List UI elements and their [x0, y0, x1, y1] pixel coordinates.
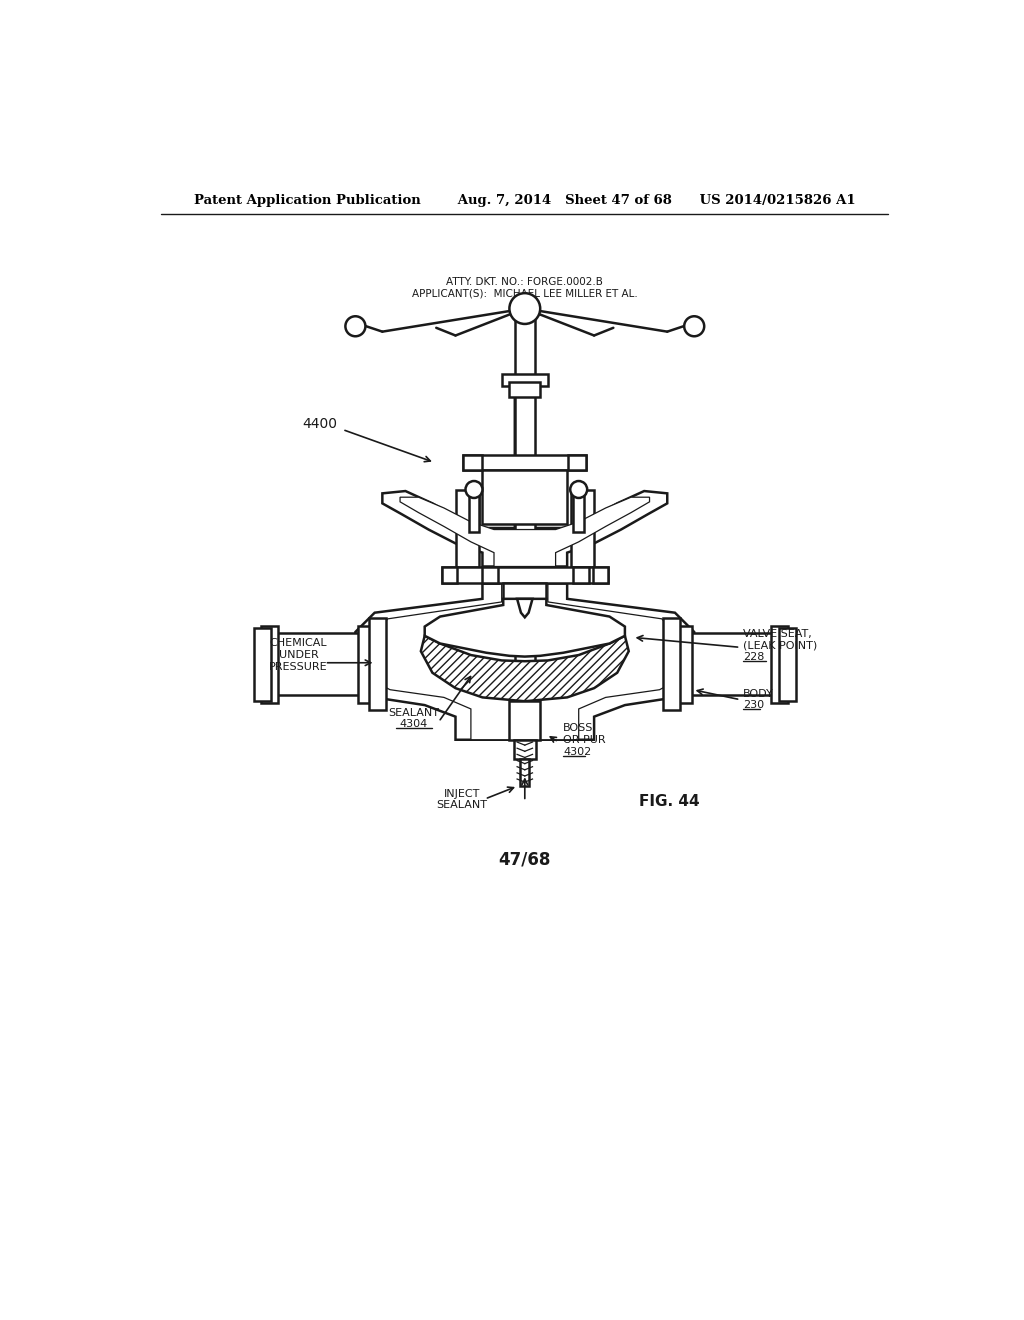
- Circle shape: [570, 480, 587, 498]
- Bar: [482, 566, 498, 583]
- Text: APPLICANT(S):  MICHAEL LEE MILLER ET AL.: APPLICANT(S): MICHAEL LEE MILLER ET AL.: [412, 288, 638, 298]
- Circle shape: [345, 317, 366, 337]
- Bar: [469, 495, 479, 532]
- Text: BODY: BODY: [742, 689, 773, 698]
- Bar: [514, 739, 536, 759]
- Bar: [509, 381, 541, 397]
- Bar: [779, 628, 796, 701]
- Bar: [515, 309, 535, 381]
- Polygon shape: [355, 583, 694, 739]
- Polygon shape: [421, 636, 629, 701]
- Text: CHEMICAL
UNDER
PRESSURE: CHEMICAL UNDER PRESSURE: [269, 639, 328, 672]
- Text: 47/68: 47/68: [499, 850, 551, 869]
- Circle shape: [684, 317, 705, 337]
- Circle shape: [466, 480, 482, 498]
- Text: SEALANT: SEALANT: [388, 708, 439, 718]
- Bar: [669, 626, 692, 702]
- Polygon shape: [425, 599, 625, 656]
- Bar: [568, 455, 587, 470]
- Text: VALVE SEAT,: VALVE SEAT,: [742, 630, 811, 639]
- Bar: [456, 490, 478, 566]
- Bar: [515, 387, 535, 741]
- Text: 4302: 4302: [563, 747, 592, 758]
- Bar: [593, 566, 608, 583]
- Bar: [502, 374, 548, 387]
- Bar: [357, 626, 381, 702]
- Bar: [261, 634, 377, 696]
- Text: ATTY. DKT. NO.: FORGE.0002.B: ATTY. DKT. NO.: FORGE.0002.B: [446, 277, 603, 286]
- Bar: [509, 701, 541, 739]
- Bar: [370, 618, 386, 710]
- Text: 4400: 4400: [302, 417, 337, 432]
- Bar: [503, 583, 547, 599]
- Bar: [482, 470, 567, 524]
- Bar: [441, 566, 457, 583]
- Bar: [441, 566, 608, 583]
- Text: 4304: 4304: [399, 719, 428, 730]
- Text: 228: 228: [742, 652, 764, 663]
- Bar: [463, 455, 481, 470]
- Text: BOSS: BOSS: [563, 723, 594, 733]
- Circle shape: [509, 293, 541, 323]
- Text: 230: 230: [742, 700, 764, 710]
- Bar: [573, 566, 589, 583]
- Bar: [254, 628, 270, 701]
- Bar: [520, 759, 529, 785]
- Bar: [261, 626, 279, 702]
- Bar: [664, 618, 680, 710]
- Polygon shape: [517, 599, 532, 618]
- Bar: [771, 626, 788, 702]
- Polygon shape: [373, 583, 677, 739]
- Bar: [463, 455, 587, 470]
- Text: Patent Application Publication        Aug. 7, 2014   Sheet 47 of 68      US 2014: Patent Application Publication Aug. 7, 2…: [194, 194, 856, 207]
- Text: SEALANT: SEALANT: [436, 800, 487, 810]
- Bar: [571, 490, 594, 566]
- Text: INJECT: INJECT: [443, 788, 480, 799]
- Bar: [573, 495, 584, 532]
- Polygon shape: [400, 498, 649, 566]
- Text: FIG. 44: FIG. 44: [639, 793, 699, 809]
- Text: (LEAK POINT): (LEAK POINT): [742, 640, 817, 649]
- Polygon shape: [382, 387, 668, 566]
- Text: OR PUR: OR PUR: [563, 735, 606, 744]
- Bar: [673, 634, 788, 696]
